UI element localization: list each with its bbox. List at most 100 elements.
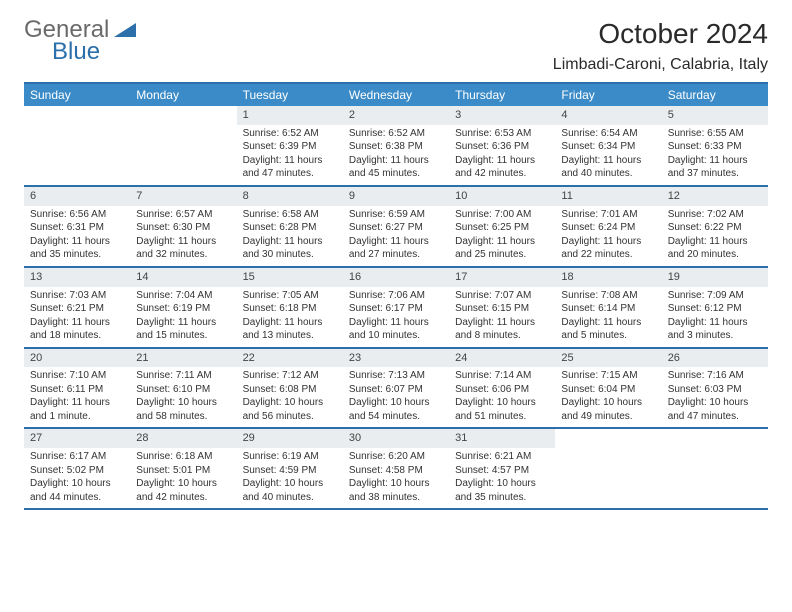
day-line: Sunset: 6:25 PM [455,221,549,235]
day-body: Sunrise: 6:52 AMSunset: 6:38 PMDaylight:… [343,125,449,185]
day-line: Sunset: 6:24 PM [561,221,655,235]
brand-triangle-icon [114,21,136,41]
day-number: 21 [130,349,236,368]
day-line: Daylight: 11 hours [243,235,337,249]
day-number: 13 [24,268,130,287]
day-number: 4 [555,106,661,125]
day-line: Daylight: 11 hours [349,235,443,249]
day-line: Sunrise: 6:52 AM [243,127,337,141]
day-cell: 31Sunrise: 6:21 AMSunset: 4:57 PMDayligh… [449,429,555,508]
day-line: and 56 minutes. [243,410,337,424]
week-row: 6Sunrise: 6:56 AMSunset: 6:31 PMDaylight… [24,187,768,268]
page-title: October 2024 [553,18,768,50]
day-line: Sunrise: 7:11 AM [136,369,230,383]
day-cell-empty [555,429,661,508]
day-line: Sunset: 5:02 PM [30,464,124,478]
day-body: Sunrise: 7:11 AMSunset: 6:10 PMDaylight:… [130,367,236,427]
day-line: Sunrise: 7:16 AM [668,369,762,383]
day-cell: 11Sunrise: 7:01 AMSunset: 6:24 PMDayligh… [555,187,661,266]
calendar: Sunday Monday Tuesday Wednesday Thursday… [24,82,768,510]
day-line: Daylight: 11 hours [668,154,762,168]
day-line: and 54 minutes. [349,410,443,424]
day-line: Daylight: 10 hours [243,477,337,491]
day-number: 15 [237,268,343,287]
day-line: Sunset: 6:11 PM [30,383,124,397]
day-line: Sunrise: 7:12 AM [243,369,337,383]
day-cell: 15Sunrise: 7:05 AMSunset: 6:18 PMDayligh… [237,268,343,347]
day-line: Sunrise: 7:13 AM [349,369,443,383]
day-line: Sunset: 6:08 PM [243,383,337,397]
day-line: and 35 minutes. [30,248,124,262]
day-number: 20 [24,349,130,368]
day-line: Sunrise: 6:53 AM [455,127,549,141]
day-line: and 49 minutes. [561,410,655,424]
day-line: and 40 minutes. [561,167,655,181]
day-line: Sunrise: 6:56 AM [30,208,124,222]
day-line: and 8 minutes. [455,329,549,343]
day-line: and 20 minutes. [668,248,762,262]
day-line: Sunrise: 6:17 AM [30,450,124,464]
day-line: Daylight: 10 hours [349,477,443,491]
day-line: and 35 minutes. [455,491,549,505]
day-line: Sunrise: 7:10 AM [30,369,124,383]
day-line: Sunset: 6:06 PM [455,383,549,397]
day-line: and 18 minutes. [30,329,124,343]
day-line: Sunset: 6:04 PM [561,383,655,397]
day-line: Daylight: 11 hours [455,235,549,249]
day-line: and 1 minute. [30,410,124,424]
day-line: and 13 minutes. [243,329,337,343]
day-body: Sunrise: 6:20 AMSunset: 4:58 PMDaylight:… [343,448,449,508]
day-line: Sunrise: 7:14 AM [455,369,549,383]
day-line: Sunset: 5:01 PM [136,464,230,478]
day-line: and 47 minutes. [668,410,762,424]
brand-logo: General Blue [24,18,136,64]
day-number: 29 [237,429,343,448]
day-cell: 20Sunrise: 7:10 AMSunset: 6:11 PMDayligh… [24,349,130,428]
day-line: and 42 minutes. [455,167,549,181]
day-line: Sunrise: 6:55 AM [668,127,762,141]
day-cell-empty [130,106,236,185]
day-line: and 32 minutes. [136,248,230,262]
day-line: Daylight: 10 hours [455,396,549,410]
day-line: Sunrise: 7:00 AM [455,208,549,222]
week-row: 27Sunrise: 6:17 AMSunset: 5:02 PMDayligh… [24,429,768,510]
day-line: Sunrise: 6:20 AM [349,450,443,464]
day-cell: 12Sunrise: 7:02 AMSunset: 6:22 PMDayligh… [662,187,768,266]
day-cell: 18Sunrise: 7:08 AMSunset: 6:14 PMDayligh… [555,268,661,347]
day-number: 14 [130,268,236,287]
day-line: Sunset: 4:57 PM [455,464,549,478]
weekday-header-row: Sunday Monday Tuesday Wednesday Thursday… [24,84,768,106]
day-line: Sunrise: 6:57 AM [136,208,230,222]
weekday-header: Thursday [449,84,555,106]
day-body: Sunrise: 6:17 AMSunset: 5:02 PMDaylight:… [24,448,130,508]
day-body: Sunrise: 7:14 AMSunset: 6:06 PMDaylight:… [449,367,555,427]
day-line: Sunset: 6:18 PM [243,302,337,316]
day-line: Daylight: 11 hours [455,154,549,168]
day-line: and 47 minutes. [243,167,337,181]
day-line: and 45 minutes. [349,167,443,181]
day-body: Sunrise: 6:18 AMSunset: 5:01 PMDaylight:… [130,448,236,508]
day-line: Sunrise: 6:54 AM [561,127,655,141]
day-line: Sunrise: 7:07 AM [455,289,549,303]
day-number: 22 [237,349,343,368]
day-line: Sunset: 6:21 PM [30,302,124,316]
day-line: Daylight: 11 hours [30,316,124,330]
day-line: Daylight: 10 hours [668,396,762,410]
day-cell: 26Sunrise: 7:16 AMSunset: 6:03 PMDayligh… [662,349,768,428]
day-line: Sunrise: 7:06 AM [349,289,443,303]
day-body: Sunrise: 7:04 AMSunset: 6:19 PMDaylight:… [130,287,236,347]
brand-part2: Blue [52,40,136,64]
weekday-header: Monday [130,84,236,106]
day-cell: 23Sunrise: 7:13 AMSunset: 6:07 PMDayligh… [343,349,449,428]
day-line: Sunrise: 6:21 AM [455,450,549,464]
day-number: 6 [24,187,130,206]
day-number: 24 [449,349,555,368]
day-body: Sunrise: 7:16 AMSunset: 6:03 PMDaylight:… [662,367,768,427]
day-line: Daylight: 11 hours [668,235,762,249]
day-body: Sunrise: 7:01 AMSunset: 6:24 PMDaylight:… [555,206,661,266]
day-cell: 13Sunrise: 7:03 AMSunset: 6:21 PMDayligh… [24,268,130,347]
day-line: Sunset: 6:12 PM [668,302,762,316]
day-number: 11 [555,187,661,206]
day-line: Sunrise: 6:52 AM [349,127,443,141]
day-line: and 30 minutes. [243,248,337,262]
